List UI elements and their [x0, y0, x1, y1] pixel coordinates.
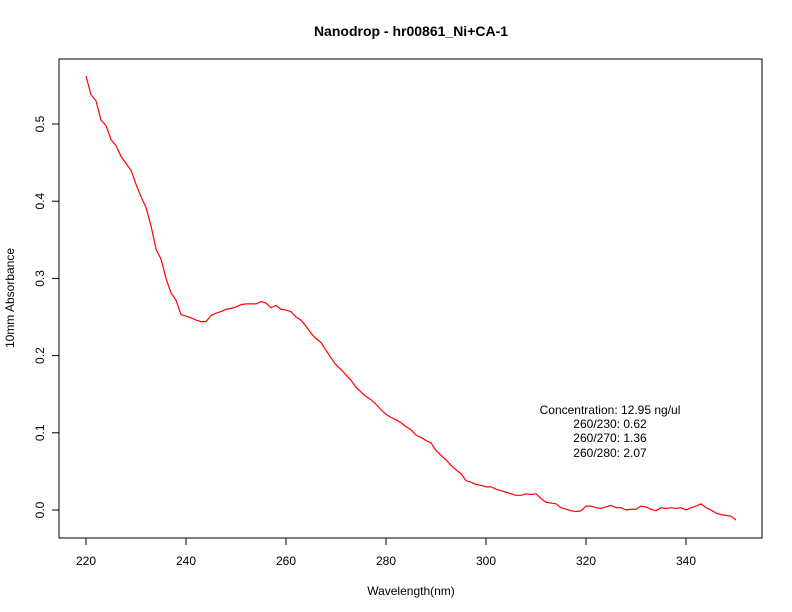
y-tick-label: 0.1	[33, 424, 47, 441]
annotation-concentration: Concentration: 12.95 ng/ul	[540, 403, 681, 417]
y-tick-label: 0.5	[33, 115, 47, 132]
x-tick-label: 280	[376, 554, 396, 568]
sample-annotations: Concentration: 12.95 ng/ul 260/230: 0.62…	[540, 403, 681, 460]
x-tick-label: 320	[576, 554, 596, 568]
x-axis-label: Wavelength(nm)	[367, 584, 455, 598]
y-tick-label: 0.3	[33, 270, 47, 287]
absorbance-series-line	[85, 75, 737, 521]
y-tick-label: 0.2	[33, 347, 47, 364]
y-axis: 0.0 0.1 0.2 0.3 0.4 0.5	[33, 115, 60, 518]
x-axis: 220 240 260 280 300 320 340	[76, 537, 696, 568]
x-tick-label: 340	[676, 554, 696, 568]
y-tick-label: 0.4	[33, 193, 47, 210]
x-tick-label: 240	[176, 554, 196, 568]
annotation-ratio-260-270: 260/270: 1.36	[573, 431, 647, 445]
chart-title: Nanodrop - hr00861_Ni+CA-1	[314, 23, 508, 39]
x-tick-label: 300	[476, 554, 496, 568]
x-tick-label: 260	[276, 554, 296, 568]
y-tick-label: 0.0	[33, 501, 47, 518]
annotation-ratio-260-230: 260/230: 0.62	[573, 417, 647, 431]
annotation-ratio-260-280: 260/280: 2.07	[573, 446, 647, 460]
y-axis-label: 10mm Absorbance	[3, 248, 17, 348]
x-tick-label: 220	[76, 554, 96, 568]
